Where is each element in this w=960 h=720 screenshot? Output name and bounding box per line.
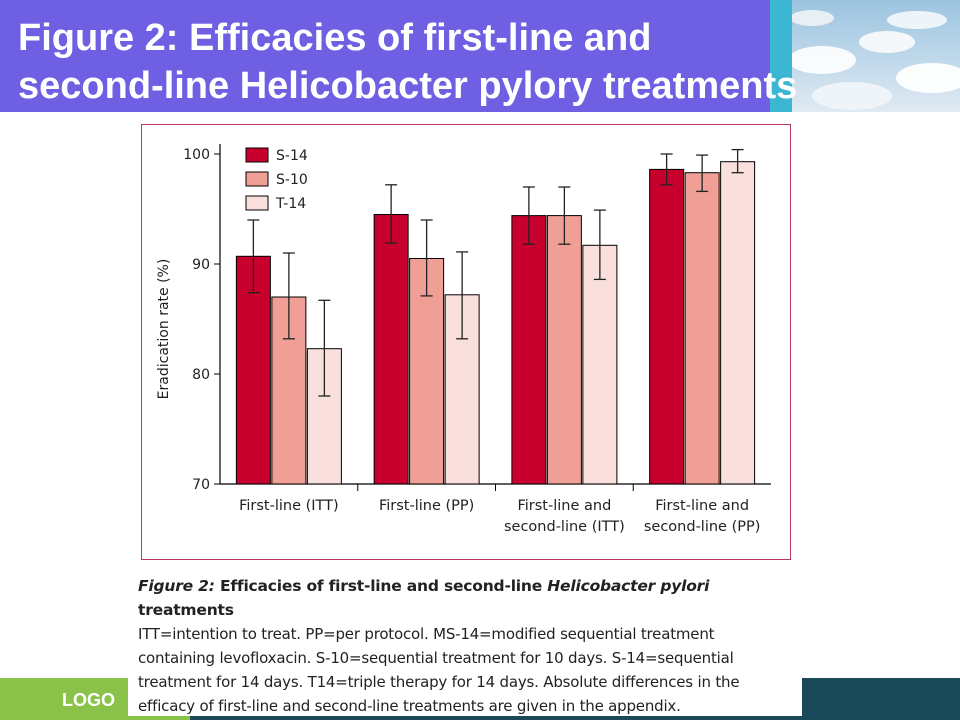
y-tick-label: 100 (183, 147, 210, 163)
header-decorative-image (792, 0, 960, 112)
header-accent-bar (770, 0, 792, 112)
bar (649, 168, 685, 485)
y-tick-label: 80 (192, 367, 210, 383)
x-category-label: First-line (ITT) (239, 498, 339, 514)
slide-header (0, 0, 770, 112)
bar-chart: 70 80 90 100 Eradication rate (%) First-line … (156, 144, 771, 535)
caption-line-4: efficacy of first-line and second-line t… (138, 697, 681, 715)
caption-title-suffix: treatments (138, 601, 234, 619)
figure-panel: 70 80 90 100 Eradication rate (%) First-line … (128, 112, 802, 716)
chart-frame (141, 124, 791, 560)
y-tick-label: 70 (192, 477, 210, 493)
bar (235, 255, 271, 485)
caption-line-1: ITT=intention to treat. PP=per protocol.… (138, 625, 715, 643)
slide-title: Figure 2: Efficacies of first-line and s… (18, 17, 798, 107)
x-category-label: second-line (ITT) (504, 519, 625, 535)
legend-label: T-14 (275, 196, 306, 212)
legend-swatch (245, 147, 269, 163)
caption-line-2: containing levofloxacin. S-10=sequential… (138, 649, 734, 667)
bar (720, 161, 756, 485)
logo: LOGO (62, 690, 115, 710)
caption-title-italic: Helicobacter pylori (547, 577, 710, 595)
caption-title: Figure 2: Efficacies of first-line and s… (138, 577, 709, 619)
legend-swatch (245, 195, 269, 211)
legend-label: S-14 (276, 148, 308, 164)
y-tick-label: 90 (192, 257, 210, 273)
bar (546, 215, 582, 485)
legend-swatch (245, 171, 269, 187)
bar (511, 215, 547, 485)
x-category-label: second-line (PP) (644, 519, 761, 535)
y-axis-label: Eradication rate (%) (156, 259, 172, 400)
figure-caption: Figure 2: Efficacies of first-line and s… (138, 574, 794, 718)
bar (373, 214, 409, 485)
x-category-label: First-line (PP) (379, 498, 474, 514)
caption-title-main: Efficacies of first-line and second-line (219, 577, 548, 595)
caption-title-prefix: Figure 2: (138, 577, 220, 595)
x-category-label: First-line and (517, 498, 611, 514)
bar (684, 172, 720, 485)
bar (582, 244, 618, 485)
caption-line-3: treatment for 14 days. T14=triple therap… (138, 673, 740, 691)
legend-label: S-10 (276, 172, 308, 188)
x-category-label: First-line and (655, 498, 749, 514)
